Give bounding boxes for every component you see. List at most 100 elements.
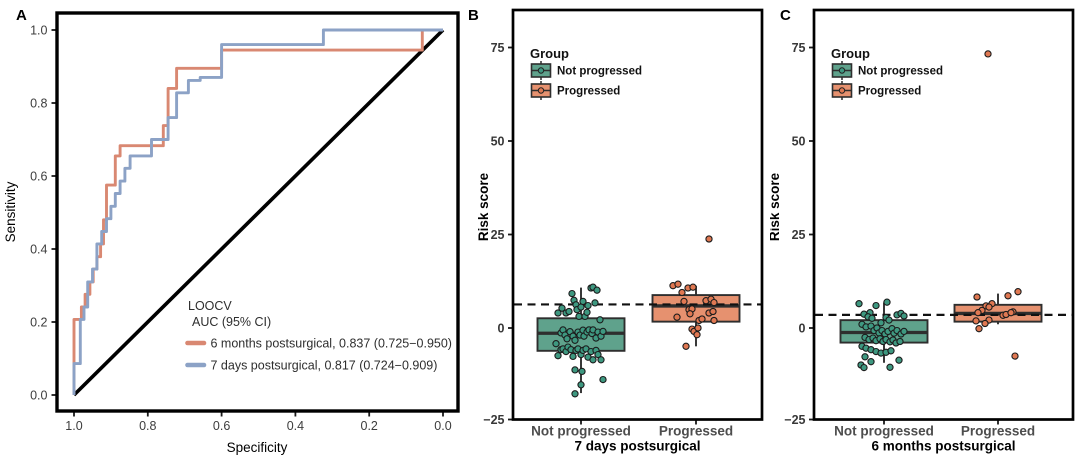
- data-point: [599, 327, 607, 336]
- data-point: [596, 316, 604, 324]
- y-axis: 75 50 25 0 −25: [784, 41, 814, 427]
- data-point: [885, 316, 893, 324]
- jitter-points-progressed: [669, 235, 718, 350]
- data-point: [883, 298, 891, 306]
- y-axis-tick-label: 25: [491, 228, 505, 242]
- legend-key-not-progressed: [530, 61, 552, 80]
- data-point: [972, 317, 980, 325]
- x-axis-tick-label: 0.0: [434, 419, 451, 433]
- data-point: [571, 336, 579, 344]
- data-point: [698, 315, 706, 323]
- data-point: [855, 300, 863, 308]
- data-point: [578, 367, 586, 376]
- x-axis-tick-label: 0.8: [139, 419, 156, 433]
- data-point: [985, 303, 993, 311]
- data-point: [594, 350, 602, 359]
- data-point: [593, 286, 601, 294]
- legend-key-point: [537, 67, 545, 74]
- x-axis-tick-label: 0.4: [287, 419, 304, 433]
- data-point: [674, 280, 682, 288]
- data-point: [558, 304, 566, 312]
- data-point: [591, 299, 599, 307]
- y-axis-tick-label: 25: [792, 228, 806, 242]
- data-point: [975, 325, 983, 333]
- boxplots: [536, 285, 741, 394]
- boxplot-progressed: [953, 293, 1043, 325]
- group-legend: Group Not progressed Progressed: [831, 46, 943, 100]
- data-point: [579, 297, 587, 306]
- legend-key-point: [537, 87, 545, 94]
- data-point: [984, 50, 992, 58]
- y-axis-tick-label: 0.8: [30, 97, 47, 111]
- diagonal-reference-line: [72, 28, 445, 397]
- boxplot-7-days-chart: 75 50 25 0 −25 Not progressed Progressed Group N…: [468, 7, 764, 454]
- data-point: [709, 307, 717, 316]
- data-point: [896, 337, 904, 346]
- roc-chart: 1.0 0.8 0.6 0.4 0.2 0.0 0.0 0.2 0.4 0.6 0.8 1.0 LOOC…: [3, 7, 460, 455]
- data-point: [554, 352, 562, 360]
- legend-title: Group: [530, 46, 569, 61]
- legend-entry-label: Progressed: [858, 86, 921, 98]
- legend-entry-label: Not progressed: [858, 66, 943, 78]
- data-point: [678, 288, 686, 297]
- y-axis-tick-label: 75: [792, 41, 806, 55]
- data-point: [877, 319, 885, 327]
- legend-title: Group: [831, 46, 870, 61]
- y-axis-tick-label: 0.0: [30, 389, 47, 403]
- data-point: [584, 301, 592, 310]
- data-point: [568, 289, 576, 298]
- plot-frame: [55, 11, 460, 413]
- data-point: [705, 235, 713, 243]
- data-point: [860, 363, 868, 372]
- x-axis: Not progressed Progressed: [531, 419, 733, 439]
- x-axis-tick-label: 0.6: [213, 419, 230, 433]
- plot-frame: [812, 8, 1075, 421]
- legend-key-progressed: [831, 81, 853, 100]
- data-point: [710, 316, 718, 325]
- data-point: [583, 308, 591, 316]
- data-point: [1011, 352, 1019, 360]
- x-axis-tick-label: 0.2: [361, 419, 378, 433]
- legend-key-point: [838, 87, 846, 94]
- data-point: [886, 363, 894, 371]
- data-point: [589, 356, 597, 364]
- y-axis: 0.0 0.2 0.4 0.6 0.8 1.0: [30, 24, 57, 403]
- data-point: [565, 307, 573, 316]
- x-axis: 1.0 0.8 0.6 0.4 0.2 0.0: [65, 411, 452, 433]
- boxplot-6-months-chart: 75 50 25 0 −25 Not progressed Progressed Group N…: [770, 7, 1075, 454]
- legend-title-line1: LOOCV: [188, 299, 232, 313]
- y-axis-title: Risk score: [476, 172, 491, 241]
- data-point: [872, 301, 880, 310]
- panel-label-c: C: [780, 7, 791, 24]
- y-axis-tick-label: 0.4: [30, 243, 47, 257]
- category-label: Not progressed: [834, 424, 934, 439]
- roc-legend: LOOCV AUC (95% CI) 6 months postsurgical, …: [185, 299, 452, 372]
- data-point: [597, 356, 605, 364]
- data-point: [552, 340, 560, 348]
- data-point: [571, 390, 579, 398]
- legend-entry-label: Progressed: [557, 86, 620, 98]
- legend-key-not-progressed: [831, 61, 853, 80]
- data-point: [569, 352, 577, 361]
- legend-key-point: [838, 67, 846, 74]
- legend-title-line2: AUC (95% CI): [192, 315, 271, 329]
- roc-curve-7-days-postsurgical: [72, 28, 443, 395]
- group-legend: Group Not progressed Progressed: [530, 46, 642, 100]
- y-axis-tick-label: 0: [498, 322, 505, 336]
- y-axis-tick-label: 0: [799, 322, 806, 336]
- y-axis-tick-label: −25: [483, 413, 504, 427]
- data-point: [900, 327, 908, 336]
- data-point: [974, 309, 982, 317]
- data-point: [680, 297, 688, 306]
- x-axis-title: Specificity: [227, 440, 288, 455]
- data-point: [981, 319, 989, 328]
- data-point: [1004, 292, 1012, 300]
- data-point: [689, 283, 697, 291]
- data-point: [563, 335, 571, 343]
- data-point: [694, 324, 702, 332]
- category-label: Not progressed: [531, 424, 631, 439]
- category-label: Progressed: [659, 424, 733, 439]
- x-axis-tick-label: 1.0: [65, 419, 82, 433]
- data-point: [900, 312, 908, 320]
